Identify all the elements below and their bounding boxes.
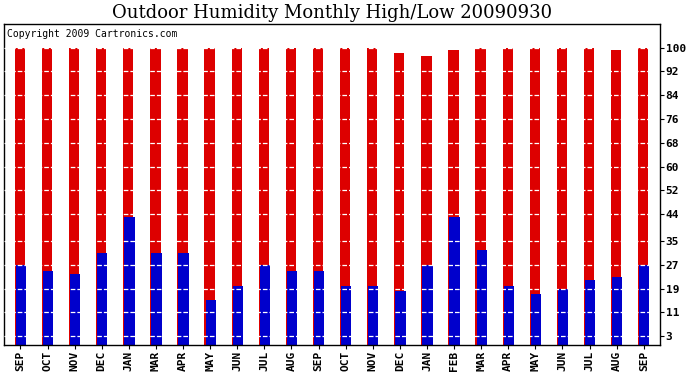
Bar: [422, 265, 433, 345]
Bar: [43, 271, 53, 345]
Bar: [504, 285, 514, 345]
Bar: [585, 280, 595, 345]
Bar: [232, 48, 242, 345]
Bar: [96, 48, 106, 345]
Bar: [14, 48, 25, 345]
Bar: [502, 48, 513, 345]
Bar: [177, 48, 188, 345]
Bar: [286, 48, 296, 345]
Bar: [368, 285, 378, 345]
Bar: [394, 54, 404, 345]
Bar: [151, 253, 161, 345]
Bar: [422, 57, 431, 345]
Bar: [638, 48, 649, 345]
Bar: [287, 271, 297, 345]
Bar: [150, 48, 161, 345]
Title: Outdoor Humidity Monthly High/Low 20090930: Outdoor Humidity Monthly High/Low 200909…: [112, 4, 552, 22]
Bar: [123, 48, 133, 345]
Bar: [259, 265, 270, 345]
Bar: [206, 300, 216, 345]
Bar: [124, 217, 135, 345]
Bar: [69, 48, 79, 345]
Bar: [612, 277, 622, 345]
Bar: [530, 48, 540, 345]
Bar: [259, 48, 269, 345]
Bar: [395, 291, 406, 345]
Bar: [42, 48, 52, 345]
Bar: [611, 51, 621, 345]
Bar: [367, 48, 377, 345]
Bar: [70, 274, 80, 345]
Bar: [639, 265, 649, 345]
Bar: [557, 48, 567, 345]
Bar: [584, 48, 594, 345]
Bar: [341, 285, 351, 345]
Bar: [16, 265, 26, 345]
Bar: [97, 253, 108, 345]
Bar: [204, 48, 215, 345]
Bar: [313, 48, 323, 345]
Text: Copyright 2009 Cartronics.com: Copyright 2009 Cartronics.com: [8, 28, 178, 39]
Bar: [179, 253, 189, 345]
Bar: [448, 51, 459, 345]
Bar: [449, 217, 460, 345]
Bar: [314, 271, 324, 345]
Bar: [340, 48, 351, 345]
Bar: [477, 250, 487, 345]
Bar: [475, 48, 486, 345]
Bar: [558, 288, 568, 345]
Bar: [233, 285, 243, 345]
Bar: [531, 294, 541, 345]
